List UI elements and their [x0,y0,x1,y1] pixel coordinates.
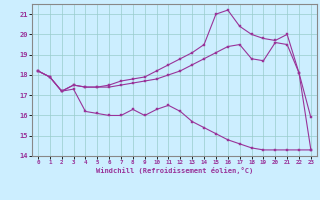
X-axis label: Windchill (Refroidissement éolien,°C): Windchill (Refroidissement éolien,°C) [96,167,253,174]
